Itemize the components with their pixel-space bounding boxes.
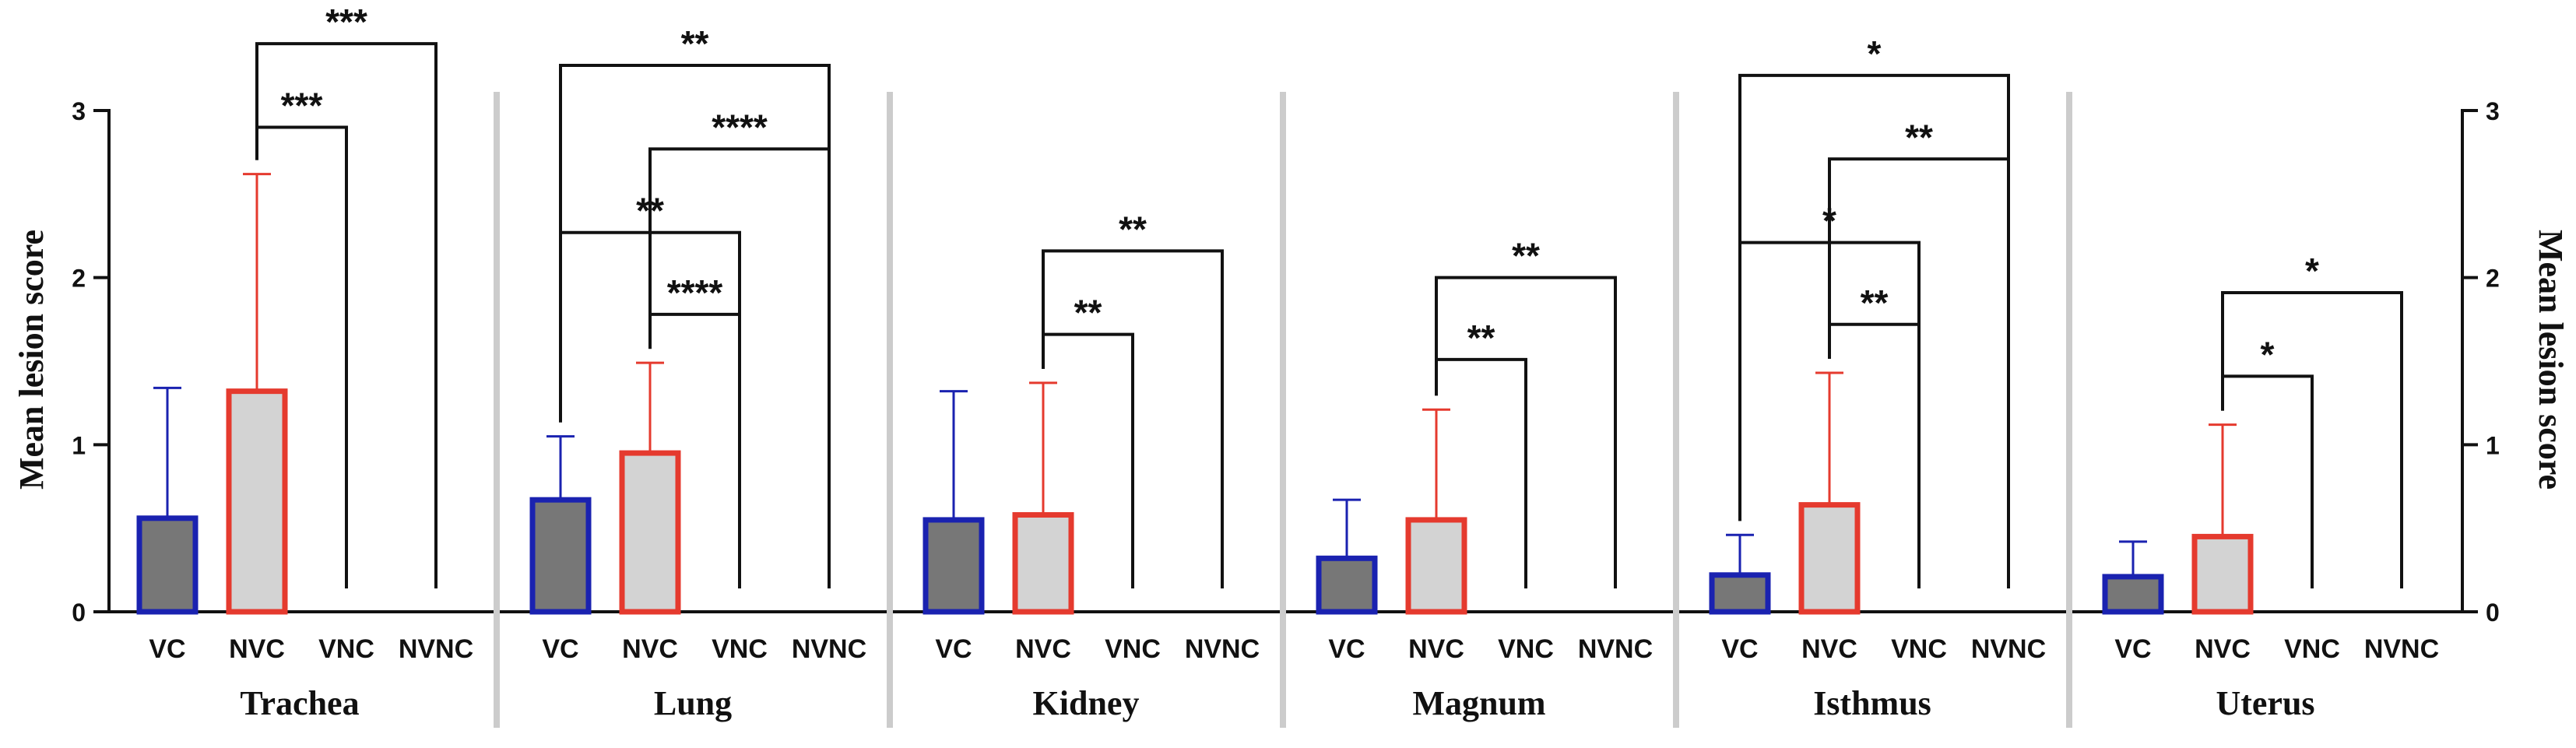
bar-lung-nvc (619, 450, 681, 615)
bar-isthmus-nvc (1798, 502, 1861, 615)
y-tick-label-right: 1 (2486, 431, 2500, 459)
significance-bracket-isthmus (1738, 73, 2010, 588)
x-tick-label-vnc: VNC (1105, 634, 1161, 664)
bar-uterus-nvc (2191, 533, 2254, 615)
significance-label-kidney: ** (1074, 293, 1102, 333)
x-tick-label-nvc: NVC (1801, 634, 1857, 664)
x-tick-label-vnc: VNC (1891, 634, 1947, 664)
significance-label-isthmus: ** (1905, 117, 1933, 157)
y-tick-label-right: 2 (2486, 265, 2500, 293)
significance-label-isthmus: ** (1861, 283, 1889, 323)
bar-kidney-vc (923, 517, 985, 615)
x-tick-label-vc: VC (542, 634, 578, 664)
significance-bracket-magnum (1435, 276, 1617, 588)
bar-magnum-vc (1316, 555, 1378, 615)
bar-magnum-nvc (1405, 517, 1467, 615)
significance-bracket-kidney (1042, 249, 1224, 588)
significance-label-uterus: * (2305, 251, 2319, 291)
y-tick-label-right: 3 (2486, 97, 2500, 125)
y-axis-title-left: Mean lesion score (12, 230, 51, 490)
significance-bracket-lung (559, 64, 831, 588)
x-tick-label-vnc: VNC (318, 634, 374, 664)
x-tick-label-nvnc: NVNC (2364, 634, 2439, 664)
significance-label-trachea: *** (325, 2, 367, 42)
axes-layer: 0 0 1 1 2 2 3 3 (72, 92, 2500, 728)
x-tick-label-nvnc: NVNC (399, 634, 473, 664)
x-tick-label-vc: VC (1721, 634, 1758, 664)
x-tick-label-nvc: NVC (622, 634, 678, 664)
significance-label-uterus: * (2261, 334, 2275, 374)
y-tick-label-right: 0 (2486, 599, 2500, 627)
significance-label-kidney: ** (1119, 209, 1147, 249)
x-tick-label-nvc: NVC (1408, 634, 1464, 664)
panel-label-magnum: Magnum (1412, 684, 1545, 722)
bar-lung-vc (529, 497, 592, 615)
panel-label-uterus: Uterus (2216, 684, 2314, 722)
significance-label-lung: **** (712, 107, 768, 147)
x-tick-label-nvnc: NVNC (1578, 634, 1653, 664)
significance-label-magnum: ** (1512, 236, 1540, 276)
x-tick-label-nvc: NVC (1015, 634, 1071, 664)
bar-trachea-nvc (226, 388, 288, 615)
significance-bracket-trachea (255, 42, 438, 588)
y-tick-label-left: 3 (72, 97, 86, 125)
x-tick-label-nvc: NVC (229, 634, 285, 664)
bar-isthmus-vc (1709, 572, 1771, 615)
panel-label-lung: Lung (654, 684, 732, 722)
y-tick-label-left: 0 (72, 599, 86, 627)
y-axis-title-right: Mean lesion score (2532, 230, 2570, 490)
x-tick-label-nvc: NVC (2195, 634, 2251, 664)
significance-label-magnum: ** (1467, 318, 1495, 358)
bar-kidney-nvc (1012, 511, 1074, 615)
x-tick-label-vnc: VNC (2284, 634, 2340, 664)
x-tick-label-nvnc: NVNC (1185, 634, 1260, 664)
x-tick-label-vnc: VNC (1498, 634, 1554, 664)
x-tick-label-vc: VC (2114, 634, 2151, 664)
y-tick-label-left: 1 (72, 431, 86, 459)
x-tick-label-nvnc: NVNC (792, 634, 866, 664)
bar-uterus-vc (2102, 574, 2164, 615)
significance-label-trachea: *** (281, 85, 323, 125)
y-tick-label-left: 2 (72, 265, 86, 293)
bar-trachea-vc (136, 515, 199, 615)
significance-label-isthmus: * (1868, 33, 1882, 74)
panel-label-kidney: Kidney (1033, 684, 1140, 722)
x-tick-label-vc: VC (935, 634, 972, 664)
x-tick-label-vc: VC (1328, 634, 1365, 664)
significance-label-lung: ** (681, 23, 709, 64)
x-tick-label-nvnc: NVNC (1971, 634, 2046, 664)
panel-label-isthmus: Isthmus (1813, 684, 1931, 722)
x-tick-label-vnc: VNC (712, 634, 768, 664)
x-tick-label-vc: VC (149, 634, 185, 664)
panel-label-trachea: Trachea (240, 684, 359, 722)
significance-bracket-uterus (2221, 290, 2403, 588)
significance-label-lung: **** (667, 272, 723, 313)
